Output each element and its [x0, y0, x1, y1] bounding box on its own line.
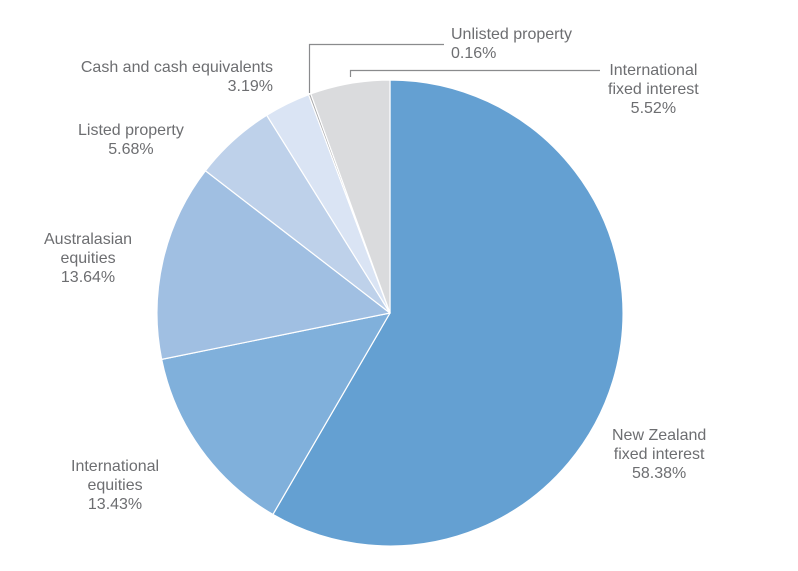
label-name: Listed property [78, 122, 184, 139]
label-international-fixed-interest: International fixed interest 5.52% [608, 61, 699, 118]
pie-slice-international-equities [161, 312, 391, 516]
label-value: 5.68% [108, 141, 154, 158]
label-value: 58.38% [632, 465, 687, 482]
label-name-2: equities [87, 477, 143, 494]
label-value: 13.64% [60, 269, 116, 286]
label-name: Cash and cash equivalents [80, 59, 273, 76]
pie-slices [156, 79, 624, 547]
label-name-2: fixed interest [613, 446, 705, 463]
label-international-equities: International equities 13.43% [71, 457, 159, 514]
label-new-zealand-fixed-interest: New Zealand fixed interest 58.38% [612, 426, 706, 483]
label-name-2: equities [60, 250, 116, 267]
label-name: New Zealand [612, 427, 707, 444]
leader-line-unlisted-property [308, 43, 444, 93]
label-value: 5.52% [630, 100, 677, 117]
label-value: 0.16% [451, 45, 497, 62]
label-name: Australasian [44, 231, 133, 248]
label-name: International [71, 458, 160, 475]
label-unlisted-property: Unlisted property 0.16% [451, 25, 572, 63]
label-listed-property: Listed property 5.68% [78, 121, 184, 159]
pie-slice-international-fixed-interest [310, 79, 391, 314]
label-australasian-equities: Australasian equities 13.64% [44, 230, 132, 287]
pie-slice-new-zealand-fixed-interest [272, 79, 624, 547]
label-name-2: fixed interest [608, 81, 699, 98]
label-value: 13.43% [87, 496, 143, 513]
leader-lines [308, 43, 600, 93]
label-name: International [609, 62, 698, 79]
leader-line-international-fixed-interest [349, 69, 600, 77]
pie-slice-australasian-equities [156, 170, 391, 360]
label-name: Unlisted property [451, 26, 572, 43]
label-value: 3.19% [227, 78, 273, 95]
label-cash-and-cash-equivalents: Cash and cash equivalents 3.19% [81, 58, 273, 96]
